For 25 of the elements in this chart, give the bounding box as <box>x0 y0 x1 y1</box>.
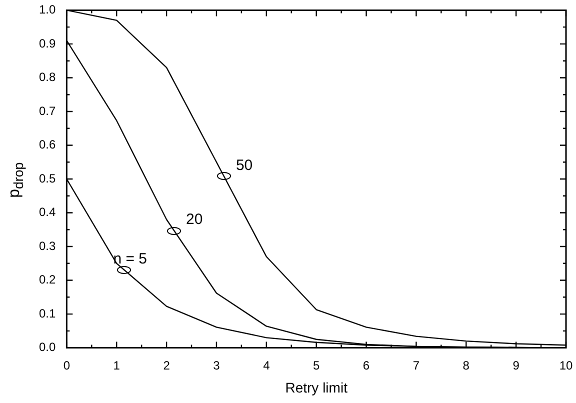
x-tick-label: 10 <box>559 358 573 372</box>
y-tick-label: 0.9 <box>38 36 56 50</box>
x-tick-label: 7 <box>412 358 420 372</box>
x-tick-label: 9 <box>512 358 520 372</box>
x-tick-label: 1 <box>113 358 120 372</box>
y-tick-label: 0.2 <box>38 272 56 287</box>
y-tick-label: 0.3 <box>38 238 56 253</box>
y-tick-label: 0.0 <box>38 340 56 354</box>
x-tick-label: 3 <box>213 358 220 372</box>
x-tick-label: 2 <box>163 358 170 372</box>
x-tick-label: 6 <box>362 358 370 372</box>
series-label: 20 <box>186 211 203 228</box>
y-tick-label: 0.6 <box>38 138 56 152</box>
x-tick-label: 8 <box>462 358 470 372</box>
y-tick-label: 0.8 <box>38 70 56 84</box>
y-tick-label: 0.1 <box>38 306 56 320</box>
y-tick-label: 0.5 <box>38 171 56 186</box>
x-axis-title: Retry limit <box>285 379 348 396</box>
y-tick-label: 0.7 <box>38 104 56 118</box>
x-tick-label: 4 <box>263 358 270 372</box>
x-tick-label: 0 <box>63 358 70 372</box>
series-label: 50 <box>236 156 253 174</box>
y-tick-label: 1.0 <box>38 2 56 17</box>
x-tick-label: 5 <box>312 358 320 372</box>
y-tick-label: 0.4 <box>38 205 56 220</box>
